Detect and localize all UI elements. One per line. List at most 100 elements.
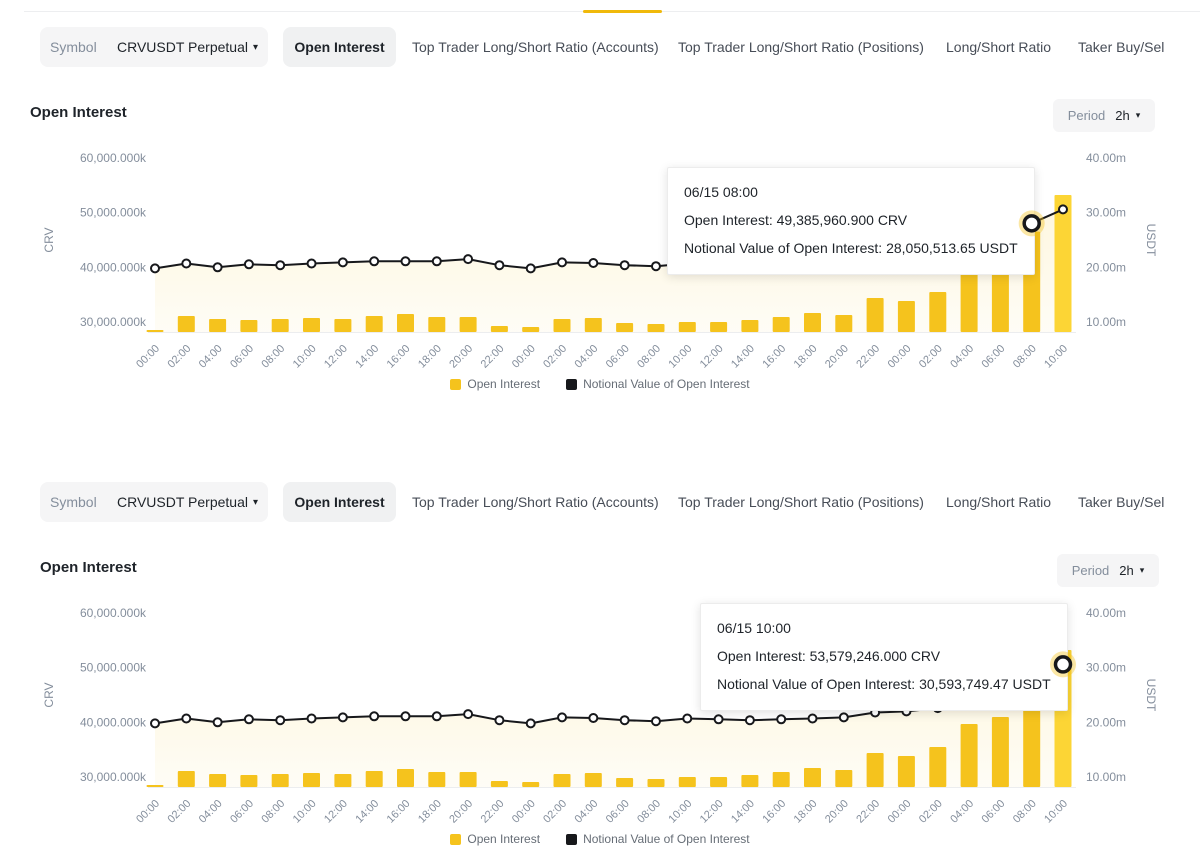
- open-interest-bar[interactable]: [177, 316, 195, 332]
- notional-point[interactable]: [838, 712, 849, 723]
- notional-point[interactable]: [275, 260, 286, 271]
- notional-point[interactable]: [337, 257, 348, 268]
- tab-open-interest[interactable]: Open Interest: [283, 482, 396, 522]
- open-interest-bar[interactable]: [584, 773, 602, 787]
- open-interest-bar[interactable]: [741, 320, 759, 332]
- legend-item-open-interest[interactable]: Open Interest: [450, 377, 540, 391]
- open-interest-bar[interactable]: [146, 785, 164, 787]
- notional-point[interactable]: [525, 263, 536, 274]
- open-interest-bar[interactable]: [365, 771, 383, 787]
- notional-point[interactable]: [181, 713, 192, 724]
- period-selector[interactable]: Period 2h ▾: [1057, 554, 1159, 587]
- notional-point[interactable]: [431, 256, 442, 267]
- legend-item-notional-value[interactable]: Notional Value of Open Interest: [566, 832, 750, 846]
- open-interest-bar[interactable]: [303, 773, 320, 787]
- notional-point[interactable]: [463, 709, 474, 720]
- notional-point[interactable]: [243, 259, 254, 270]
- open-interest-bar[interactable]: [960, 724, 978, 787]
- open-interest-bar[interactable]: [334, 319, 352, 332]
- notional-point[interactable]: [181, 258, 192, 269]
- notional-point[interactable]: [525, 718, 536, 729]
- open-interest-bar[interactable]: [804, 313, 821, 332]
- notional-point[interactable]: [713, 714, 724, 725]
- open-interest-bar[interactable]: [710, 322, 728, 332]
- notional-point[interactable]: [306, 258, 317, 269]
- open-interest-bar[interactable]: [991, 262, 1009, 332]
- notional-point[interactable]: [619, 260, 630, 271]
- open-interest-bar[interactable]: [397, 314, 414, 332]
- notional-point[interactable]: [150, 263, 160, 274]
- open-interest-bar[interactable]: [271, 319, 289, 332]
- open-interest-bar[interactable]: [177, 771, 195, 787]
- tab-top-trader-ratio-accounts[interactable]: Top Trader Long/Short Ratio (Accounts): [412, 39, 659, 55]
- open-interest-bar[interactable]: [428, 772, 446, 787]
- notional-point[interactable]: [494, 260, 505, 271]
- open-interest-bar[interactable]: [929, 747, 947, 787]
- open-interest-bar[interactable]: [772, 772, 790, 787]
- open-interest-bar[interactable]: [678, 322, 696, 332]
- open-interest-bar[interactable]: [772, 317, 790, 332]
- notional-point[interactable]: [619, 715, 630, 726]
- open-interest-bar[interactable]: [647, 779, 665, 787]
- open-interest-bar[interactable]: [678, 777, 696, 787]
- tab-long-short-ratio[interactable]: Long/Short Ratio: [946, 494, 1052, 510]
- symbol-selector[interactable]: Symbol CRVUSDT Perpetual ▾: [40, 482, 268, 522]
- open-interest-bar[interactable]: [365, 316, 383, 332]
- tab-taker-buy-sell[interactable]: Taker Buy/Sel: [1078, 494, 1165, 510]
- open-interest-bar[interactable]: [522, 782, 540, 787]
- notional-point[interactable]: [650, 261, 661, 272]
- open-interest-bar[interactable]: [209, 319, 227, 332]
- notional-point[interactable]: [212, 717, 223, 728]
- legend-item-notional-value[interactable]: Notional Value of Open Interest: [566, 377, 750, 391]
- open-interest-bar[interactable]: [240, 320, 258, 332]
- open-interest-bar[interactable]: [1054, 195, 1072, 332]
- open-interest-bar[interactable]: [459, 317, 477, 332]
- notional-point[interactable]: [337, 712, 348, 723]
- symbol-selector[interactable]: Symbol CRVUSDT Perpetual ▾: [40, 27, 268, 67]
- open-interest-bar[interactable]: [459, 772, 477, 787]
- open-interest-bar[interactable]: [866, 298, 884, 332]
- open-interest-bar[interactable]: [303, 318, 320, 332]
- open-interest-bar[interactable]: [209, 774, 227, 787]
- open-interest-bar[interactable]: [553, 319, 571, 332]
- open-interest-bar[interactable]: [553, 774, 571, 787]
- notional-point[interactable]: [431, 711, 442, 722]
- notional-point[interactable]: [369, 256, 380, 267]
- open-interest-bar[interactable]: [929, 292, 947, 332]
- open-interest-bar[interactable]: [804, 768, 821, 787]
- notional-point[interactable]: [243, 714, 254, 725]
- notional-point[interactable]: [588, 713, 599, 723]
- open-interest-bar[interactable]: [271, 774, 289, 787]
- notional-point[interactable]: [494, 715, 505, 726]
- notional-point[interactable]: [400, 256, 411, 267]
- open-interest-bar[interactable]: [522, 327, 540, 332]
- notional-point[interactable]: [557, 712, 568, 723]
- open-interest-bar[interactable]: [647, 324, 665, 332]
- open-interest-bar[interactable]: [490, 326, 508, 332]
- open-interest-bar[interactable]: [146, 330, 164, 332]
- notional-point[interactable]: [557, 257, 568, 268]
- notional-point[interactable]: [1057, 204, 1068, 215]
- notional-point[interactable]: [150, 718, 160, 729]
- open-interest-bar[interactable]: [616, 778, 634, 787]
- notional-point[interactable]: [776, 714, 787, 725]
- notional-point[interactable]: [369, 711, 380, 722]
- legend-item-open-interest[interactable]: Open Interest: [450, 832, 540, 846]
- tab-top-trader-ratio-positions[interactable]: Top Trader Long/Short Ratio (Positions): [678, 494, 924, 510]
- open-interest-bar[interactable]: [991, 717, 1009, 787]
- notional-point[interactable]: [650, 716, 661, 727]
- open-interest-bar[interactable]: [835, 315, 853, 332]
- open-interest-bar[interactable]: [397, 769, 414, 787]
- notional-point[interactable]: [807, 713, 818, 724]
- tab-open-interest[interactable]: Open Interest: [283, 27, 396, 67]
- tab-top-trader-ratio-accounts[interactable]: Top Trader Long/Short Ratio (Accounts): [412, 494, 659, 510]
- period-selector[interactable]: Period 2h ▾: [1053, 99, 1155, 132]
- open-interest-bar[interactable]: [866, 753, 884, 787]
- notional-point[interactable]: [588, 258, 599, 268]
- notional-point[interactable]: [212, 262, 223, 273]
- open-interest-bar[interactable]: [835, 770, 853, 787]
- open-interest-bar[interactable]: [490, 781, 508, 787]
- open-interest-bar[interactable]: [584, 318, 602, 332]
- open-interest-bar[interactable]: [1023, 686, 1041, 787]
- notional-point[interactable]: [306, 713, 317, 724]
